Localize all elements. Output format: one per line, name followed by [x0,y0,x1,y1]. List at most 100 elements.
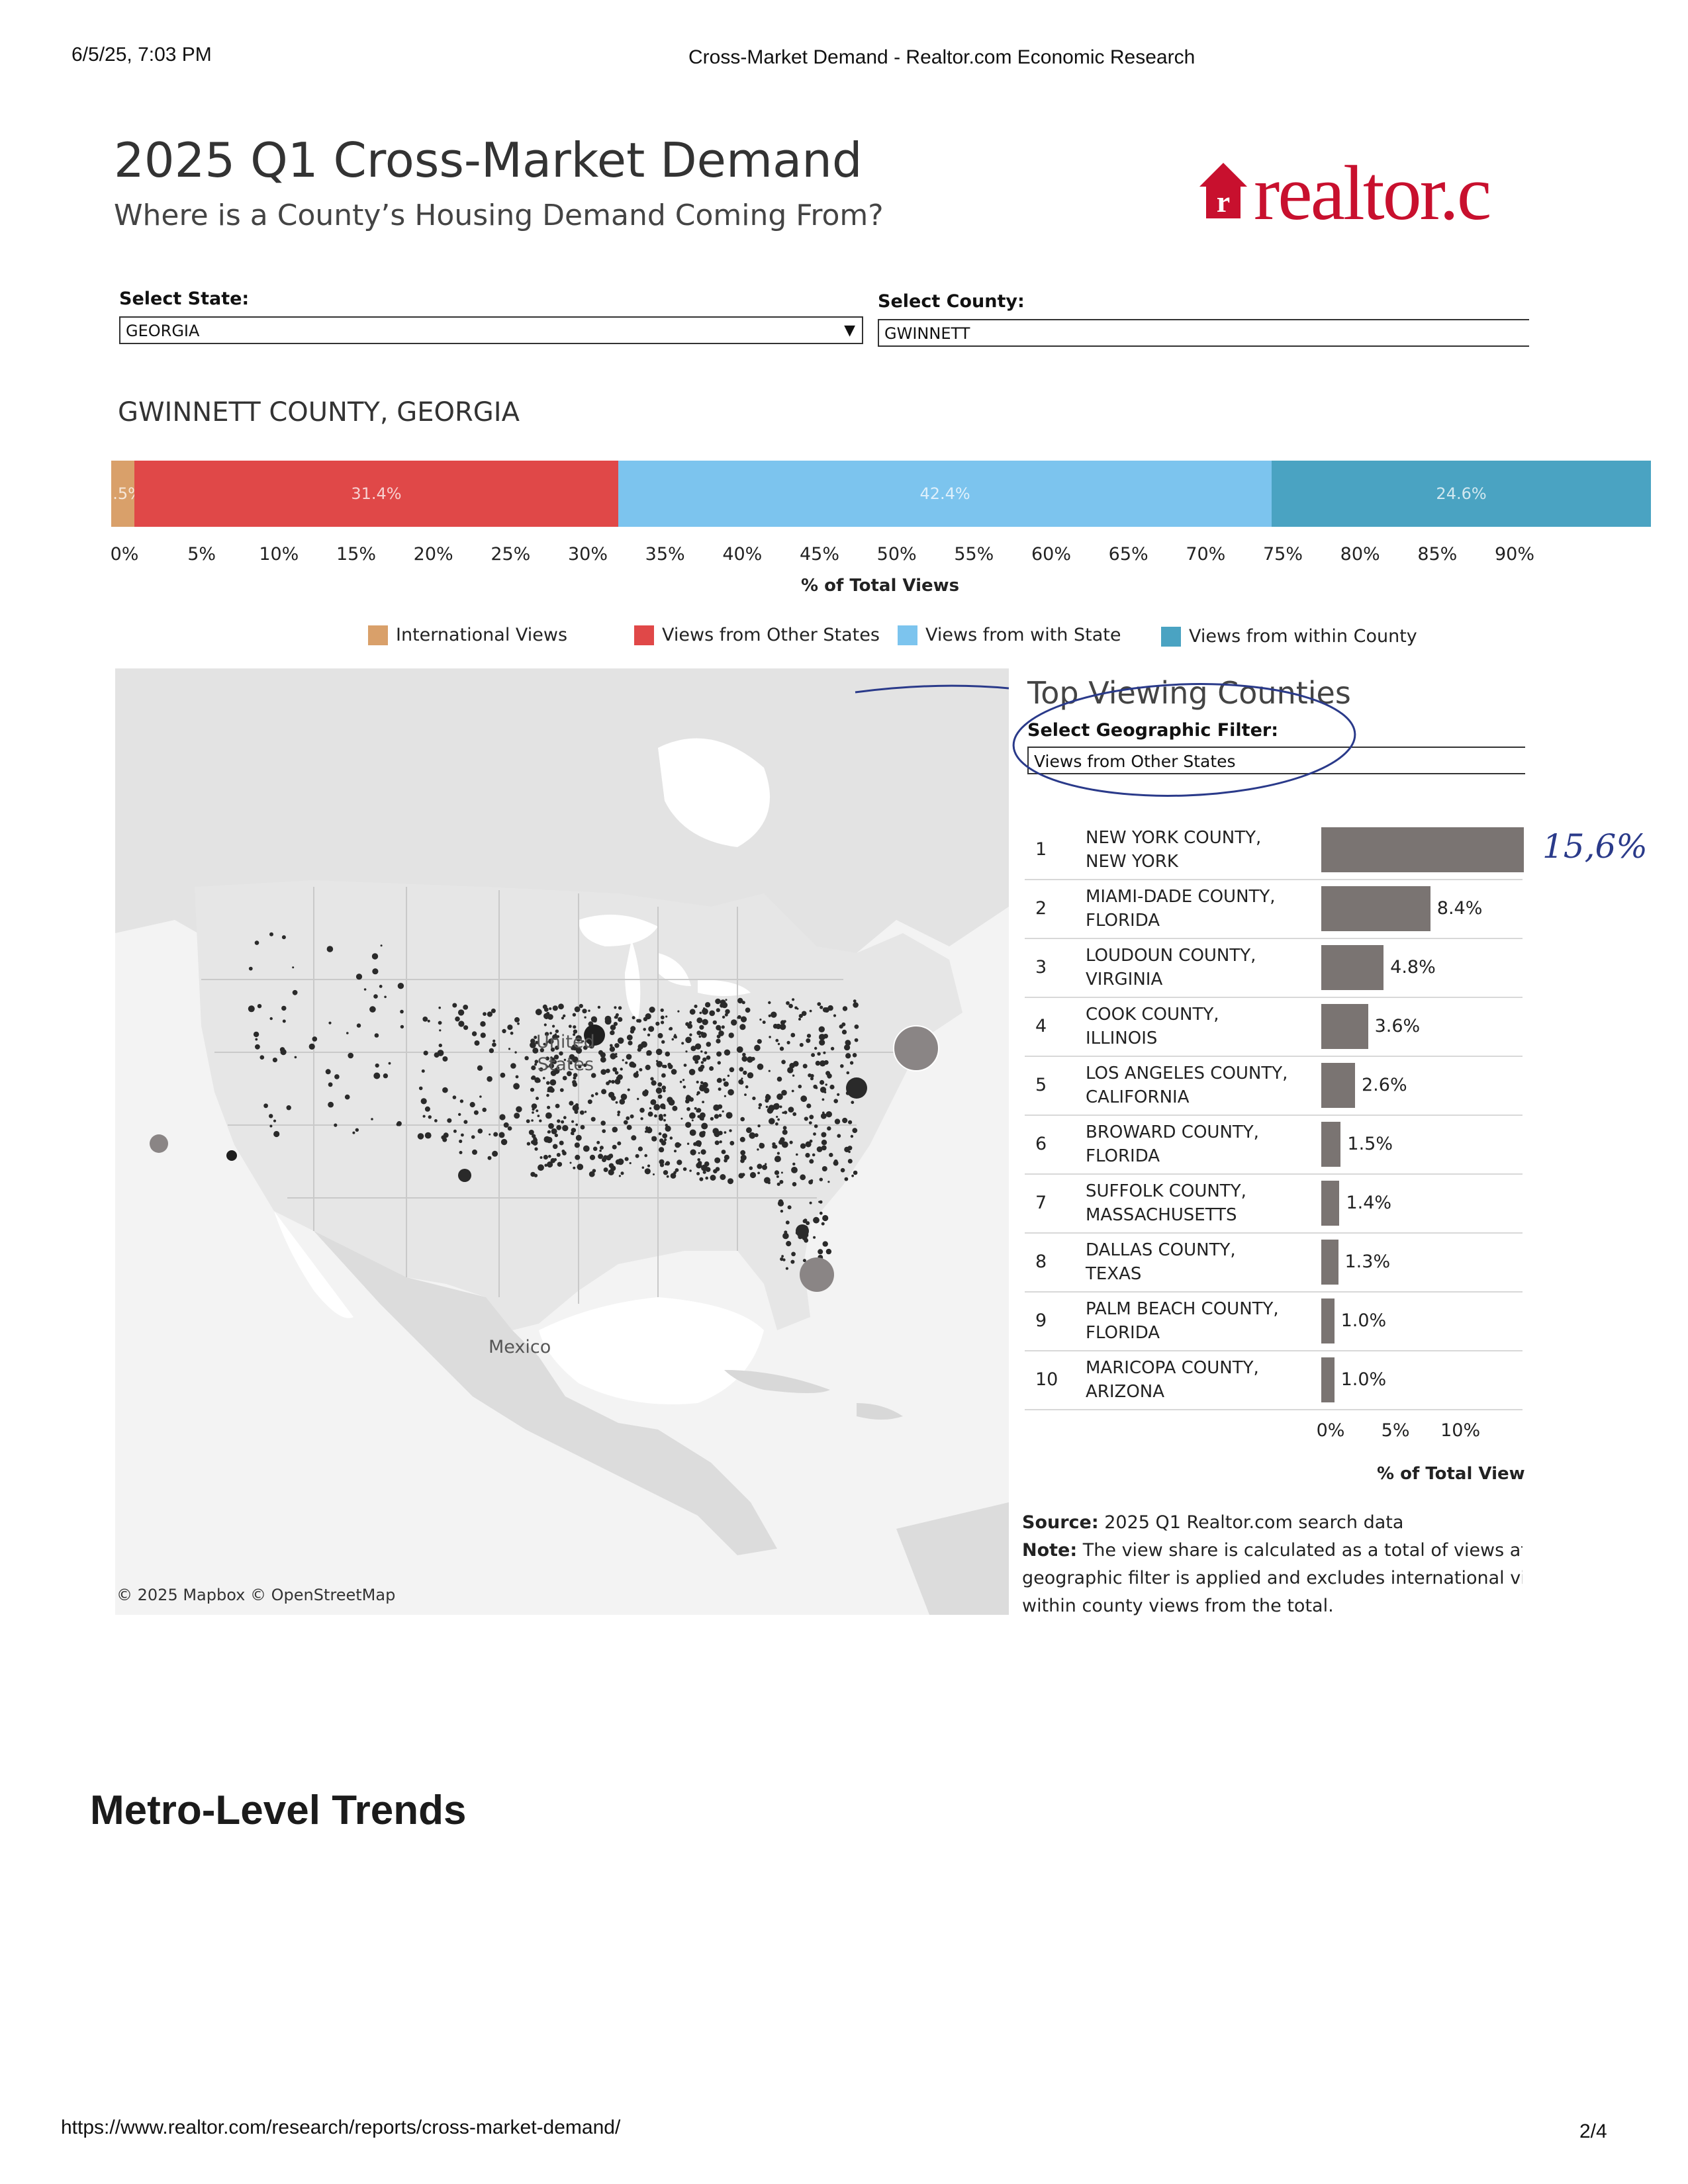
map-dot[interactable] [596,1140,600,1144]
map-dot[interactable] [610,1095,616,1101]
map-dot[interactable] [724,1154,729,1160]
map-dot[interactable] [573,1025,577,1029]
map-dot[interactable] [629,1061,635,1068]
map-dot[interactable] [805,1141,812,1148]
map-dot[interactable] [811,1053,816,1058]
map-dot[interactable] [562,1075,567,1081]
map-dot[interactable] [557,1161,563,1167]
map-dot[interactable] [257,1004,262,1009]
map-dot[interactable] [771,1011,777,1018]
map-dot[interactable] [388,1062,391,1065]
map-dot[interactable] [853,999,857,1003]
map-dot[interactable] [424,1106,430,1112]
map-dot[interactable] [650,1099,656,1105]
map-dot[interactable] [663,1170,669,1175]
county-select[interactable]: GWINNETT [878,319,1529,347]
map-dot[interactable] [740,1150,746,1156]
map-dot[interactable] [820,1005,823,1009]
map-dot[interactable] [613,1022,618,1026]
segment-international[interactable]: 1.5% [103,461,143,527]
map-dot[interactable] [487,1076,492,1082]
map-dot[interactable] [691,1119,694,1122]
map-dot[interactable] [776,1115,778,1118]
map-dot[interactable] [702,1057,707,1062]
map-dot[interactable] [698,1144,701,1147]
map-dot[interactable] [780,1209,784,1213]
map-dot[interactable] [526,1119,530,1123]
map-dot[interactable] [809,1159,814,1164]
map-dot[interactable] [583,1145,590,1152]
map-dot[interactable] [594,1092,598,1096]
map-dot[interactable] [611,1079,615,1084]
map-dot[interactable] [573,1029,578,1034]
map-dot[interactable] [827,1005,833,1011]
map-dot[interactable] [538,1164,544,1171]
map-dot[interactable] [656,1061,663,1068]
map-dot[interactable] [617,1074,623,1080]
map-dot[interactable] [668,1064,673,1069]
map-dot[interactable] [604,1015,612,1023]
map-dot[interactable] [648,1026,655,1032]
map-dot[interactable] [782,1129,788,1135]
map-dot[interactable] [752,1096,756,1101]
map-dot[interactable] [729,1067,735,1073]
map-dot[interactable] [482,1107,487,1113]
map-dot[interactable] [575,1111,578,1115]
map-dot[interactable] [356,1023,361,1028]
county-row[interactable]: 2 MIAMI-DADE COUNTY, FLORIDA 8.4% [1025,880,1523,939]
map-dot[interactable] [690,1149,696,1156]
map-dot[interactable] [818,1026,825,1032]
map-dot[interactable] [791,1089,794,1093]
map-dot[interactable] [400,1009,404,1014]
map-dot[interactable] [326,946,334,952]
map-dot[interactable] [623,1120,628,1125]
map-dot[interactable] [423,1050,428,1056]
map-dot[interactable] [724,1049,731,1056]
map-dot[interactable] [473,1110,479,1115]
map-dot[interactable] [534,1063,538,1066]
map-dot[interactable] [792,1112,797,1116]
map-dot[interactable] [280,1049,287,1056]
county-share-bar[interactable] [1321,827,1524,872]
map-dot[interactable] [510,1031,514,1035]
map-dot[interactable] [599,1146,604,1150]
map-dot[interactable] [547,1105,551,1109]
map-dot[interactable] [819,1211,823,1215]
map-dot[interactable] [798,1014,803,1019]
map-dot[interactable] [344,1094,350,1100]
map-dot[interactable] [740,1016,747,1023]
map-dot[interactable] [852,1053,857,1058]
segment-other-states[interactable]: 31.4% [134,461,618,527]
map-dot[interactable] [543,1042,546,1046]
map-dot[interactable] [561,1017,565,1020]
map-dot[interactable] [469,1102,475,1108]
map-dot[interactable] [269,1124,273,1128]
map-dot[interactable] [800,1095,808,1103]
map-dot[interactable] [812,1153,816,1157]
map-dot[interactable] [539,1156,543,1159]
map-dot[interactable] [694,1043,702,1050]
map-dot[interactable] [633,1072,639,1078]
map-dot[interactable] [617,1158,624,1165]
map-dot[interactable] [683,1064,687,1067]
map-dot[interactable] [774,1103,779,1108]
map-dot[interactable] [603,1167,608,1172]
map-dot[interactable] [716,1038,721,1044]
map-dot[interactable] [574,1142,581,1148]
map-dot[interactable] [688,1021,692,1024]
map-dot[interactable] [421,1069,425,1073]
map-dot[interactable] [515,1075,519,1079]
map-dot[interactable] [809,1201,812,1205]
map-dot[interactable] [788,1003,793,1009]
map-dot[interactable] [825,1248,832,1255]
map-dot[interactable] [573,1166,576,1169]
map-dot[interactable] [754,1133,759,1138]
map-dot[interactable] [635,1071,639,1073]
map-dot[interactable] [554,1133,558,1138]
map-dot[interactable] [624,1157,629,1161]
map-dot[interactable] [721,1025,725,1029]
map-dot[interactable] [819,1177,823,1181]
map-dot[interactable] [739,1136,745,1142]
map-dot[interactable] [477,1128,483,1134]
map-dot[interactable] [539,1119,542,1122]
